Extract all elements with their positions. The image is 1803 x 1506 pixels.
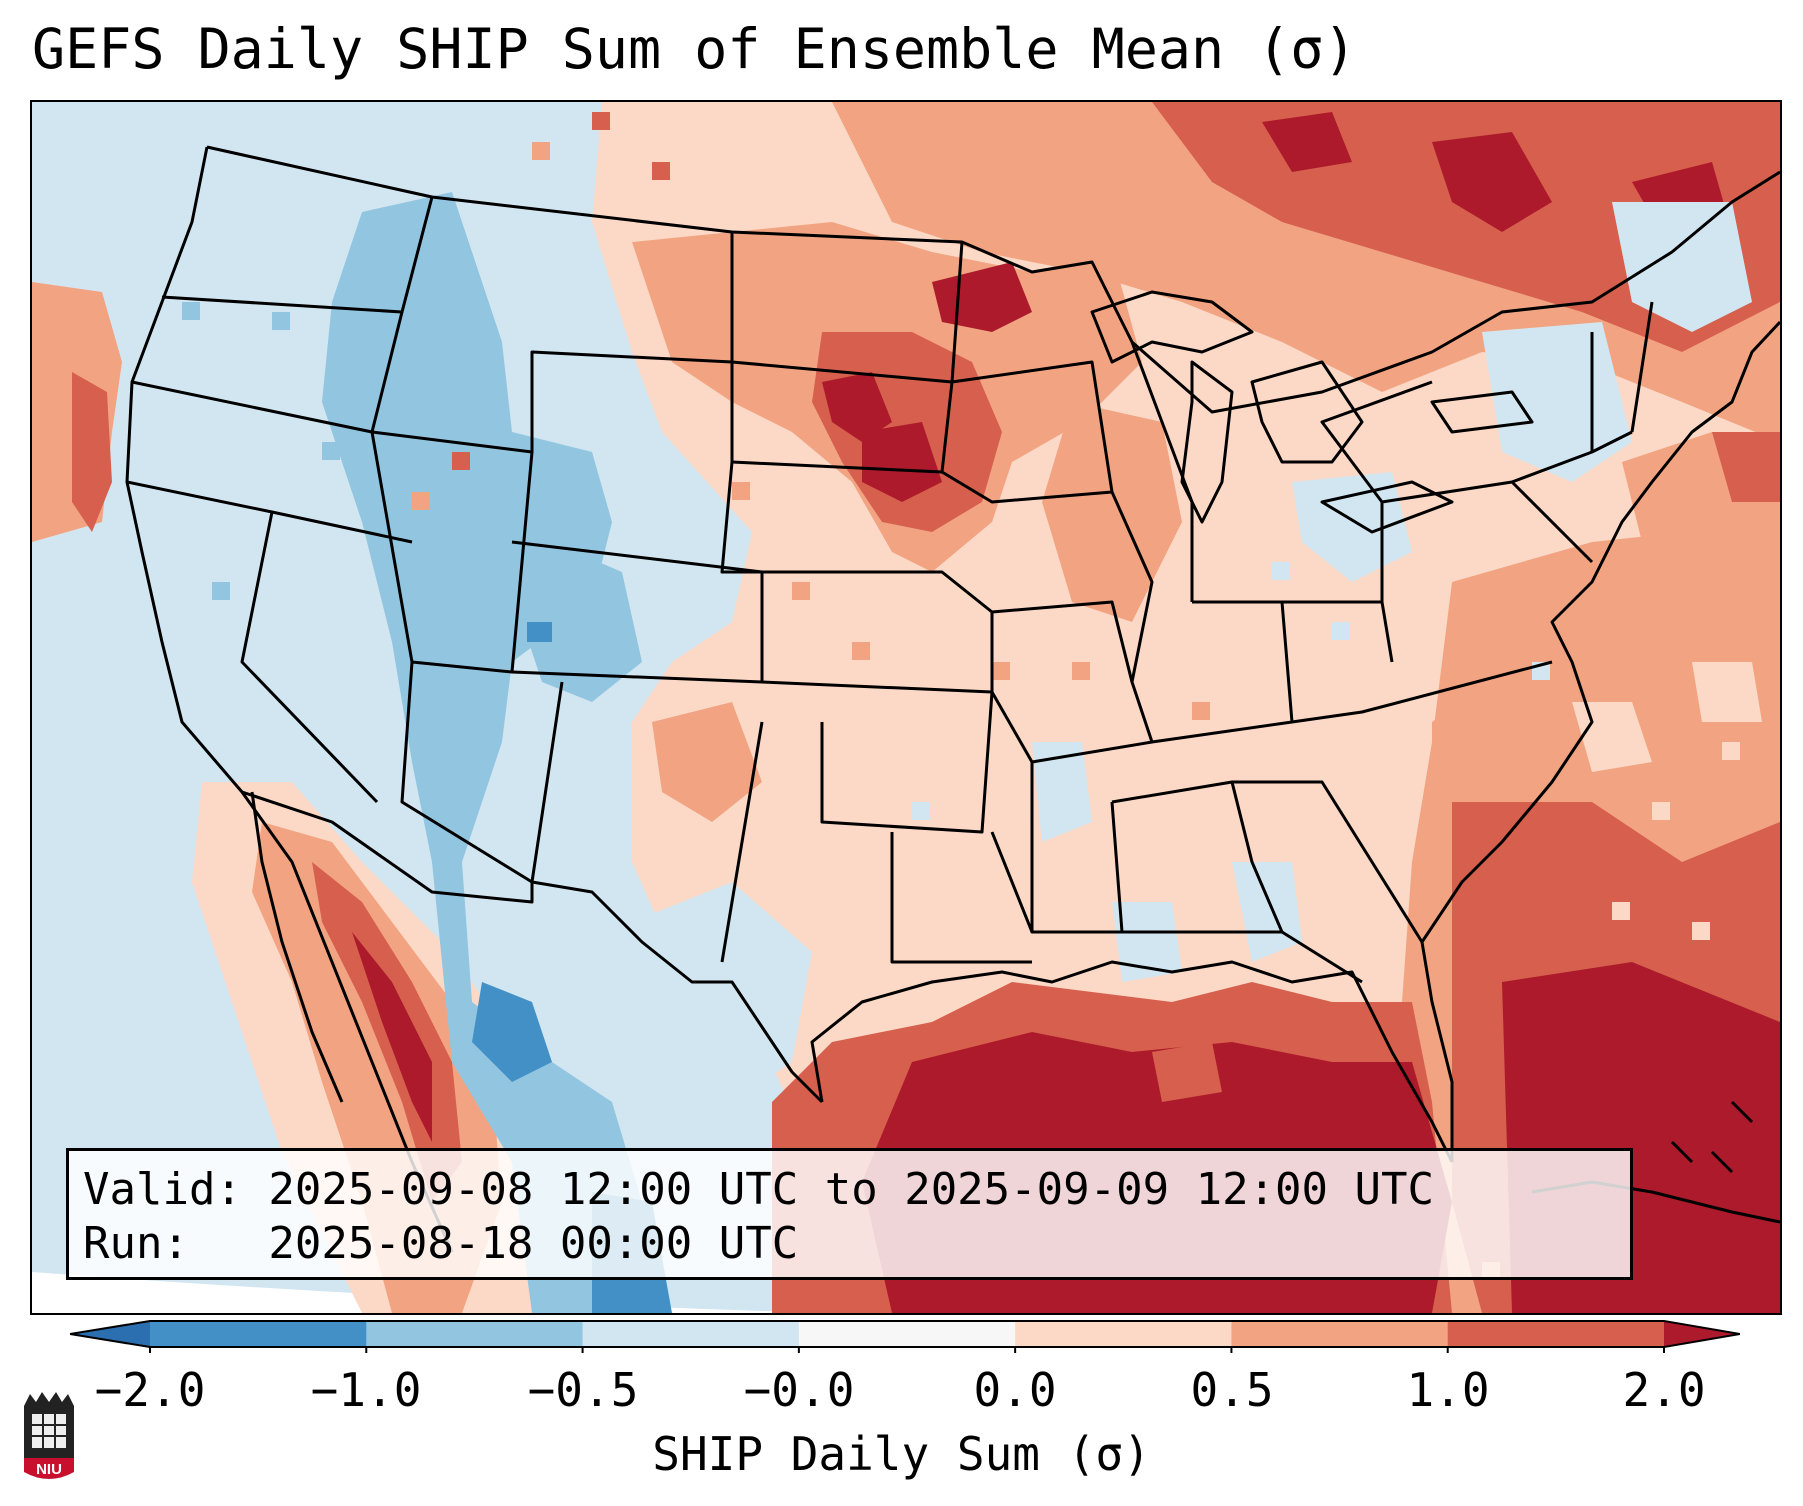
gulf-coastline xyxy=(810,960,1454,1163)
colorbar-tick-label: 0.0 xyxy=(973,1363,1057,1417)
chart-title: GEFS Daily SHIP Sum of Ensemble Mean (σ) xyxy=(32,17,1357,81)
anomaly-pixel-texture xyxy=(182,112,1740,1280)
colorbar-over-extension xyxy=(1664,1321,1740,1347)
colorbar-tick-label: 0.5 xyxy=(1190,1363,1274,1417)
colorbar xyxy=(70,1320,1740,1353)
pacific-coastline xyxy=(125,146,454,1253)
boundary-lines xyxy=(125,145,1780,1253)
great-lakes-outline xyxy=(1090,290,1254,364)
projection-edge xyxy=(32,1272,832,1313)
colorbar-bin xyxy=(1447,1321,1665,1347)
colorbar-bin xyxy=(366,1321,584,1347)
colorbar-under-extension xyxy=(70,1321,150,1347)
colorbar-label: SHIP Daily Sum (σ) xyxy=(652,1427,1151,1481)
valid-time-line: Valid: 2025-09-08 12:00 UTC to 2025-09-0… xyxy=(83,1164,1435,1215)
valid-run-info-box: Valid: 2025-09-08 12:00 UTC to 2025-09-0… xyxy=(66,1148,1633,1280)
niu-logo-text: NIU xyxy=(36,1461,62,1478)
niu-logo: NIU xyxy=(24,1392,74,1479)
atlantic-coastline xyxy=(1420,320,1780,1162)
colorbar-bin xyxy=(798,1321,1016,1347)
colorbar-tick-label: −1.0 xyxy=(310,1363,422,1417)
map-panel xyxy=(30,100,1782,1315)
colorbar-tick-label: −2.0 xyxy=(94,1363,206,1417)
colorbar-bin xyxy=(1015,1321,1232,1347)
colorbar-bin xyxy=(150,1321,367,1347)
run-time-line: Run: 2025-08-18 00:00 UTC xyxy=(83,1218,799,1269)
colorbar-tick-label: −0.5 xyxy=(527,1363,639,1417)
colorbar-tick-label: −0.0 xyxy=(743,1363,855,1417)
us-canada-border xyxy=(206,145,1780,414)
colorbar-tick-label: 1.0 xyxy=(1406,1363,1490,1417)
anomaly-region-rockies xyxy=(322,192,642,1313)
colorbar-tick-label: 2.0 xyxy=(1622,1363,1706,1417)
map-canvas xyxy=(32,102,1780,1313)
colorbar-bin xyxy=(582,1321,800,1347)
colorbar-bin xyxy=(1231,1321,1449,1347)
us-mexico-border xyxy=(241,790,824,1104)
